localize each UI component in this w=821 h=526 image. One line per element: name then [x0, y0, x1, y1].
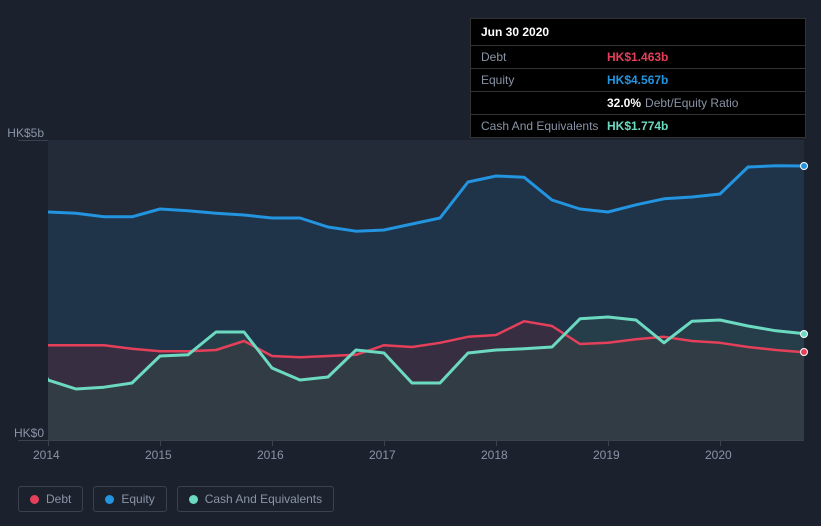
tooltip-row: EquityHK$4.567b: [471, 69, 805, 92]
x-axis-label: 2018: [481, 448, 508, 462]
legend-item-equity[interactable]: Equity: [93, 486, 166, 512]
x-tick: [48, 440, 49, 446]
chart-legend: Debt Equity Cash And Equivalents: [18, 486, 334, 512]
x-tick: [272, 440, 273, 446]
legend-dot-icon: [189, 495, 198, 504]
tooltip-row-label: Cash And Equivalents: [481, 119, 607, 133]
legend-label: Debt: [46, 492, 71, 506]
x-axis-label: 2016: [257, 448, 284, 462]
tooltip-date: Jun 30 2020: [471, 19, 805, 46]
y-axis-label: HK$0: [0, 426, 44, 440]
legend-dot-icon: [30, 495, 39, 504]
legend-item-debt[interactable]: Debt: [18, 486, 83, 512]
x-axis-label: 2014: [33, 448, 60, 462]
tooltip-row-label: Debt: [481, 50, 607, 64]
x-axis-label: 2019: [593, 448, 620, 462]
tooltip-row-value: HK$4.567b: [607, 73, 668, 87]
tooltip-row: DebtHK$1.463b: [471, 46, 805, 69]
tooltip-row-value: 32.0%Debt/Equity Ratio: [607, 96, 738, 110]
x-tick: [720, 440, 721, 446]
tooltip-row: 32.0%Debt/Equity Ratio: [471, 92, 805, 115]
tooltip-row-value: HK$1.774b: [607, 119, 668, 133]
x-axis-label: 2020: [705, 448, 732, 462]
end-marker-cash: [800, 330, 808, 338]
tooltip-row: Cash And EquivalentsHK$1.774b: [471, 115, 805, 137]
end-marker-equity: [800, 162, 808, 170]
x-tick: [496, 440, 497, 446]
legend-label: Cash And Equivalents: [205, 492, 322, 506]
x-tick: [384, 440, 385, 446]
x-axis-label: 2017: [369, 448, 396, 462]
end-marker-debt: [800, 348, 808, 356]
y-gridline: [18, 440, 804, 441]
legend-label: Equity: [121, 492, 154, 506]
x-axis-label: 2015: [145, 448, 172, 462]
legend-dot-icon: [105, 495, 114, 504]
legend-item-cash-and-equivalents[interactable]: Cash And Equivalents: [177, 486, 334, 512]
y-axis-label: HK$5b: [0, 126, 44, 140]
x-tick: [160, 440, 161, 446]
plot-area: [48, 140, 804, 440]
financial-history-chart: Jun 30 2020 DebtHK$1.463bEquityHK$4.567b…: [0, 0, 821, 526]
tooltip-row-extra: Debt/Equity Ratio: [645, 96, 738, 110]
tooltip-row-label: [481, 96, 607, 110]
chart-tooltip: Jun 30 2020 DebtHK$1.463bEquityHK$4.567b…: [470, 18, 806, 138]
tooltip-row-label: Equity: [481, 73, 607, 87]
x-tick: [608, 440, 609, 446]
tooltip-row-value: HK$1.463b: [607, 50, 668, 64]
